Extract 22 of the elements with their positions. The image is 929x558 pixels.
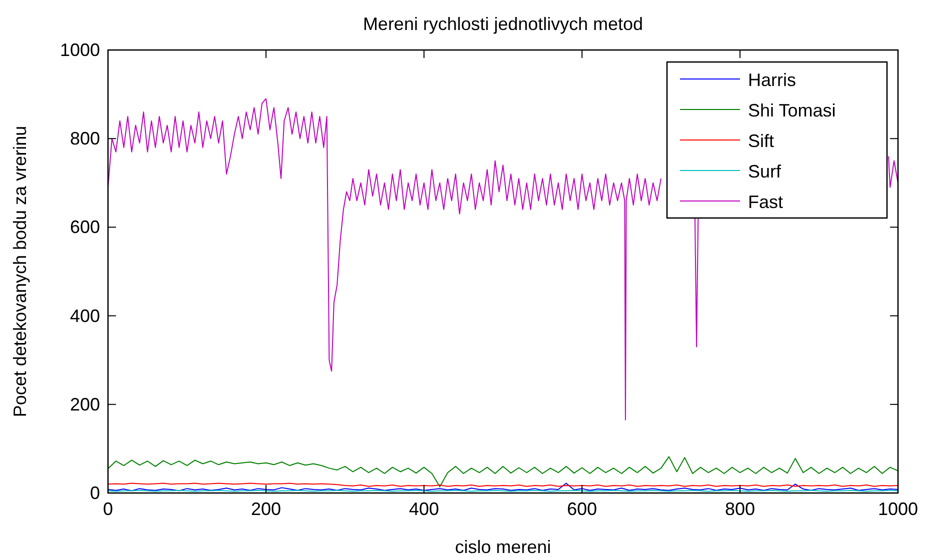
line-series: [108, 456, 898, 488]
x-tick-label: 200: [250, 499, 282, 519]
x-tick-label: 400: [408, 499, 440, 519]
y-tick-label: 600: [70, 217, 100, 238]
x-tick-label: 600: [566, 499, 598, 519]
legend-label: Sift: [748, 131, 774, 151]
series-label: Fast: [748, 192, 784, 212]
x-tick-label: 1000: [878, 499, 918, 519]
legend-label: Surf: [748, 162, 782, 182]
y-tick-label: 400: [70, 306, 100, 326]
legend-label: Shi Tomasi: [748, 100, 836, 120]
x-tick-label: 0: [102, 499, 114, 519]
y-axis-title: Pocet detekovanych bodu za vrerinu: [10, 126, 30, 418]
x-tick-label: 800: [724, 499, 756, 519]
y-tick-label: 1000: [60, 40, 100, 60]
legend-label: Harris: [748, 70, 796, 90]
y-tick-label: 200: [70, 394, 100, 414]
x-axis-title: cislo mereni: [454, 537, 552, 557]
line-series: [108, 482, 898, 492]
chart-title: Mereni rychlosti jednotlivych metod: [362, 14, 644, 34]
y-tick-label: 800: [70, 128, 100, 149]
y-tick-label: 0: [90, 483, 100, 503]
